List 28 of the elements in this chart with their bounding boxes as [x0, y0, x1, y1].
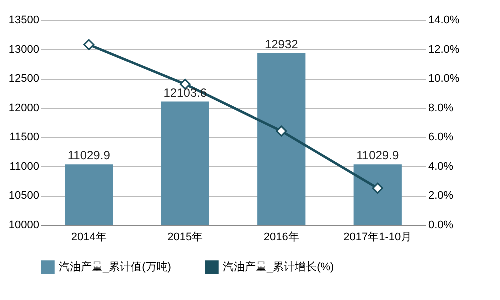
point: [372, 182, 384, 194]
legend-label: 汽油产量_累计值(万吨): [59, 260, 172, 274]
data-label: 11029.9: [68, 148, 111, 163]
y-tick-label: 10500: [8, 190, 40, 202]
data-label: 11029.9: [356, 148, 400, 163]
y-tick-label: 13000: [8, 44, 40, 56]
y-tick-label: 11500: [10, 132, 40, 144]
x-tick-label: 2015年: [168, 232, 204, 244]
y2-tick-label: 2.0%: [428, 190, 454, 202]
point: [84, 39, 95, 50]
y-tick-label: 11000: [10, 160, 40, 173]
y-tick-label: 10000: [8, 220, 40, 232]
y2-tick-label: 14.0%: [428, 14, 460, 26]
y2-tick-label: 0.0%: [428, 220, 454, 232]
y-tick-label: 13500: [8, 14, 40, 26]
y2-tick-label: 8.0%: [428, 102, 454, 114]
x-tick-label: 2016年: [264, 232, 300, 244]
y-tick-label: 12000: [8, 102, 40, 114]
data-label: 12932: [264, 37, 299, 52]
x-tick-label: 2017年1-10月: [344, 232, 412, 244]
x-tick-label: 2014年: [71, 232, 107, 244]
y2-tick-label: 6.0%: [428, 132, 454, 144]
y2-tick-label: 12.0%: [428, 44, 460, 56]
legend-label: 汽油产量_累计增长(%): [223, 260, 334, 274]
y-tick-label: 12500: [8, 73, 40, 86]
y2-tick-label: 10.0%: [428, 73, 460, 86]
point: [276, 126, 288, 137]
y2-tick-label: 4.0%: [428, 160, 454, 173]
